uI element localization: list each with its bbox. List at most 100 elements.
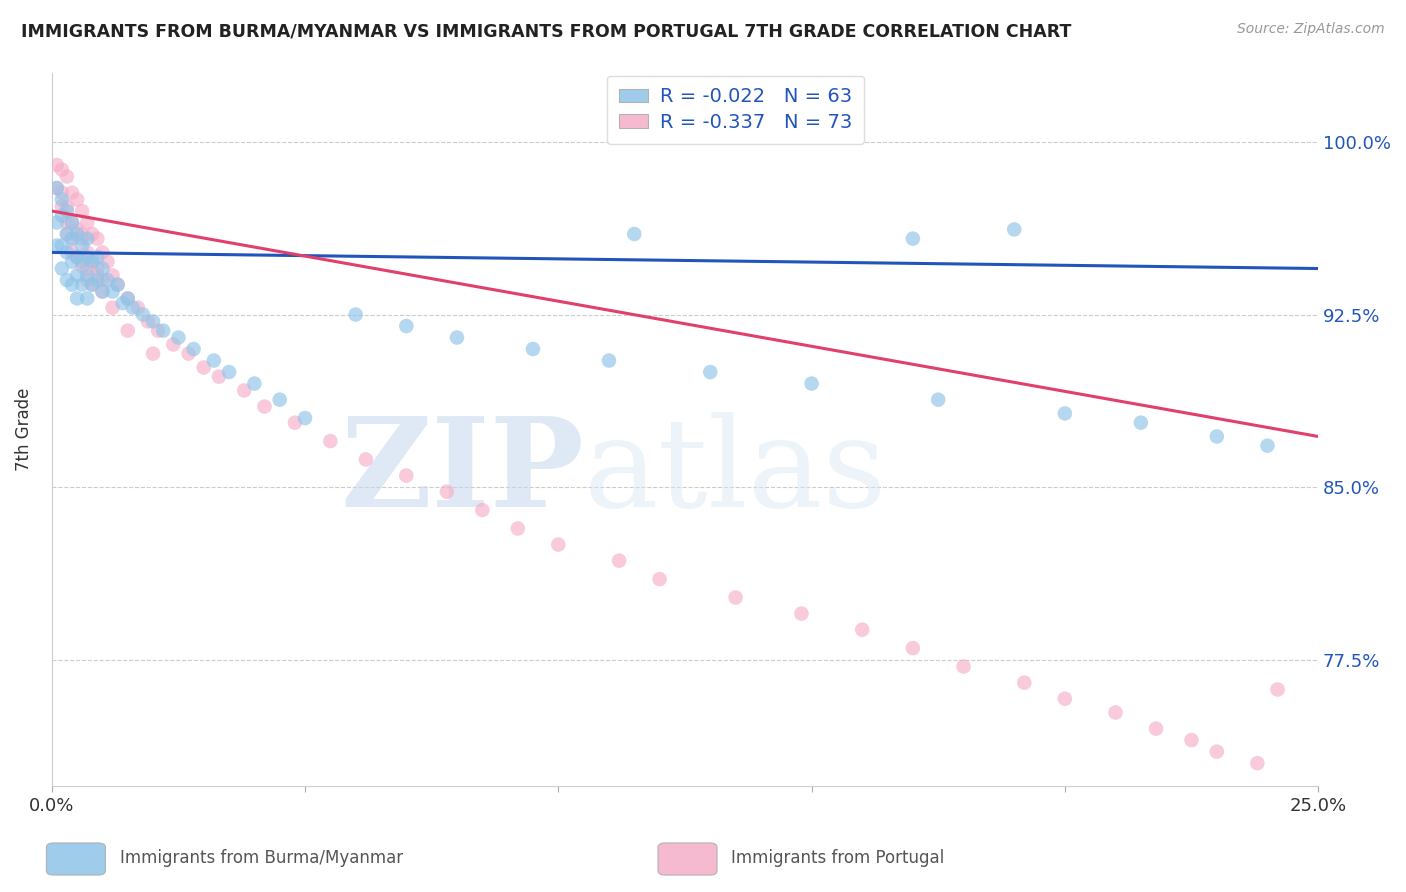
Point: [1014, 675, 1036, 690]
Point: [901, 232, 924, 246]
Point: [952, 659, 974, 673]
Point: [60, 215, 83, 229]
Point: [45, 181, 67, 195]
Point: [76, 273, 98, 287]
Text: ZIP: ZIP: [340, 412, 583, 533]
Point: [354, 452, 377, 467]
Point: [111, 296, 134, 310]
Point: [82, 277, 104, 292]
Point: [91, 245, 114, 260]
Point: [107, 277, 129, 292]
Point: [193, 360, 215, 375]
Point: [86, 268, 108, 283]
Point: [117, 292, 139, 306]
Point: [45, 238, 67, 252]
Point: [45, 215, 67, 229]
Point: [121, 301, 143, 315]
Point: [202, 353, 225, 368]
Point: [395, 319, 418, 334]
Point: [76, 250, 98, 264]
Point: [60, 232, 83, 246]
Point: [56, 227, 79, 241]
Point: [70, 227, 93, 241]
Point: [436, 484, 458, 499]
Point: [607, 554, 630, 568]
Point: [648, 572, 671, 586]
Point: [70, 232, 93, 246]
Point: [96, 273, 118, 287]
Point: [547, 538, 569, 552]
Point: [218, 365, 240, 379]
Point: [253, 400, 276, 414]
Point: [146, 324, 169, 338]
Point: [1246, 756, 1268, 771]
Point: [76, 292, 98, 306]
Point: [56, 204, 79, 219]
Point: [269, 392, 291, 407]
Point: [183, 342, 205, 356]
Point: [319, 434, 342, 448]
Point: [86, 261, 108, 276]
Point: [1180, 733, 1202, 747]
Point: [70, 238, 93, 252]
Point: [1205, 745, 1227, 759]
Point: [927, 392, 949, 407]
Point: [243, 376, 266, 391]
Point: [45, 181, 67, 195]
Point: [66, 227, 89, 241]
Point: [76, 215, 98, 229]
Point: [60, 245, 83, 260]
Point: [56, 169, 79, 184]
Point: [344, 308, 367, 322]
Point: [1129, 416, 1152, 430]
Point: [233, 384, 256, 398]
Text: Immigrants from Burma/Myanmar: Immigrants from Burma/Myanmar: [120, 849, 402, 867]
Point: [60, 186, 83, 200]
Point: [790, 607, 813, 621]
Point: [60, 232, 83, 246]
Point: [66, 268, 89, 283]
Point: [177, 346, 200, 360]
Point: [56, 227, 79, 241]
Point: [51, 199, 73, 213]
Point: [142, 346, 165, 360]
Point: [82, 254, 104, 268]
Point: [127, 301, 149, 315]
Point: [56, 245, 79, 260]
Point: [76, 268, 98, 283]
Point: [70, 204, 93, 219]
Point: [446, 330, 468, 344]
Point: [132, 308, 155, 322]
Point: [1053, 691, 1076, 706]
Point: [86, 250, 108, 264]
Point: [699, 365, 721, 379]
Point: [101, 268, 124, 283]
Point: [82, 254, 104, 268]
Point: [60, 254, 83, 268]
Point: [101, 301, 124, 315]
Point: [66, 250, 89, 264]
Point: [294, 411, 316, 425]
Point: [851, 623, 873, 637]
Point: [70, 277, 93, 292]
Point: [1053, 407, 1076, 421]
Point: [66, 250, 89, 264]
Point: [901, 641, 924, 656]
Point: [51, 162, 73, 177]
Point: [623, 227, 645, 241]
Point: [167, 330, 190, 344]
Point: [1144, 722, 1167, 736]
Point: [208, 369, 231, 384]
Point: [800, 376, 823, 391]
Point: [117, 292, 139, 306]
Point: [117, 324, 139, 338]
Point: [101, 285, 124, 299]
Point: [107, 277, 129, 292]
Point: [66, 250, 89, 264]
Point: [82, 277, 104, 292]
Point: [76, 261, 98, 276]
Point: [86, 232, 108, 246]
Text: IMMIGRANTS FROM BURMA/MYANMAR VS IMMIGRANTS FROM PORTUGAL 7TH GRADE CORRELATION : IMMIGRANTS FROM BURMA/MYANMAR VS IMMIGRA…: [21, 22, 1071, 40]
Point: [60, 215, 83, 229]
Point: [51, 186, 73, 200]
